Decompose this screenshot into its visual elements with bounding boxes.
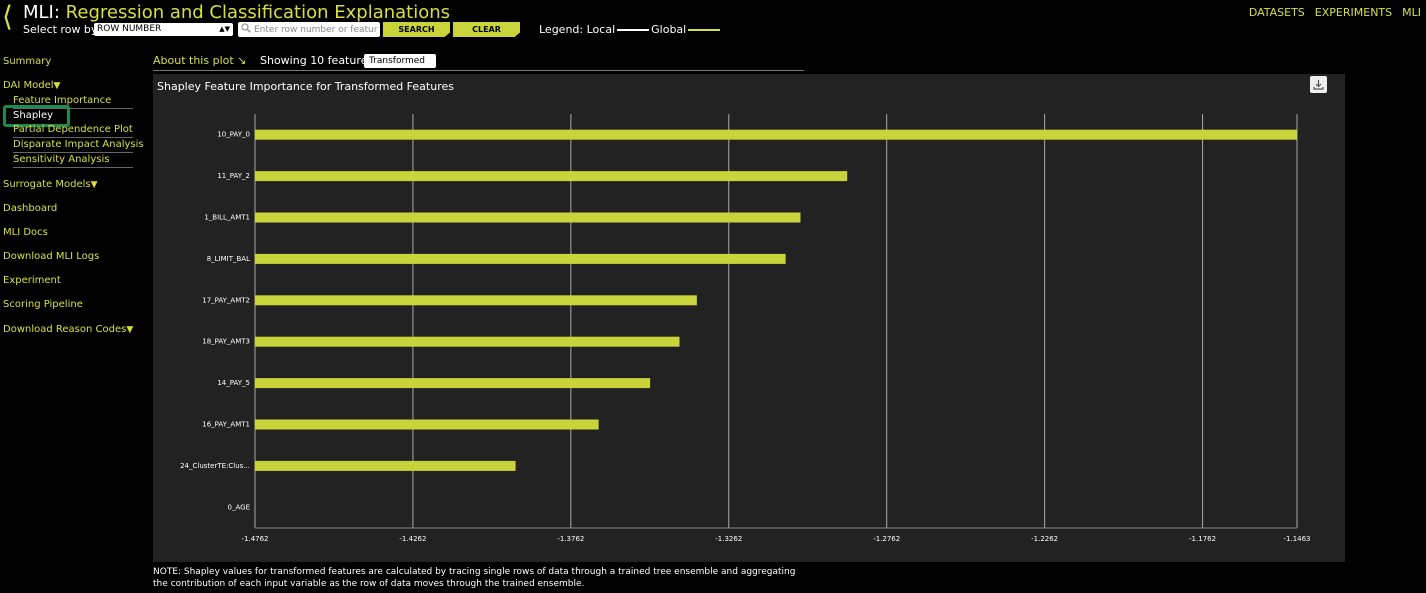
x-tick-label: -1.3262 (715, 535, 742, 543)
x-tick-label: -1.4762 (241, 535, 268, 543)
bar (255, 419, 599, 430)
updown-caret-icon: ▲▼ (219, 25, 230, 33)
bar (255, 336, 680, 347)
divider (153, 70, 804, 71)
triangle-down-icon: ▼ (90, 180, 98, 190)
triangle-down-icon: ▼ (126, 325, 134, 335)
bar (255, 460, 516, 471)
divider (13, 108, 133, 109)
x-tick-label: -1.4262 (399, 535, 426, 543)
feature-type-value: Transformed (369, 56, 426, 66)
divider (13, 152, 133, 153)
showing-features-label: Showing 10 features: (260, 54, 377, 67)
legend-local-label: Local (586, 23, 616, 36)
sidebar-item-dashboard[interactable]: Dashboard (3, 203, 58, 214)
sidebar-item-mli-docs[interactable]: MLI Docs (3, 227, 48, 238)
sidebar-item-dai-model[interactable]: DAI Model▼ (3, 80, 60, 91)
legend-label: Legend: (539, 23, 584, 36)
legend: Legend: Local Global (539, 23, 722, 37)
y-tick-label: 18_PAY_AMT3 (202, 338, 250, 346)
title-prefix: MLI: (23, 2, 60, 23)
note-text: NOTE: Shapley values for transformed fea… (153, 567, 796, 589)
y-tick-label: 10_PAY_0 (217, 131, 250, 139)
sidebar-item-scoring-pipeline[interactable]: Scoring Pipeline (3, 299, 83, 310)
arrow-down-right-icon: ↘ (237, 54, 247, 67)
sidebar-sub-sensitivity[interactable]: Sensitivity Analysis (13, 154, 110, 165)
search-field[interactable] (238, 22, 380, 37)
nav-datasets[interactable]: DATASETS (1248, 6, 1305, 19)
search-button[interactable]: SEARCH (383, 22, 450, 37)
download-button[interactable] (1310, 76, 1327, 93)
sidebar-sub-shapley[interactable]: Shapley (13, 110, 54, 121)
shapley-chart: -1.4762 -1.4262 -1.3762 -1.3262 -1.2762 -1.22… (180, 114, 1311, 543)
sidebar-sub-disparate-impact[interactable]: Disparate Impact Analysis (13, 139, 144, 150)
row-select-dropdown[interactable]: ROW NUMBER ▲▼ (94, 23, 233, 36)
nav-mli[interactable]: MLI (1402, 6, 1421, 19)
y-tick-label: 11_PAY_2 (217, 172, 250, 180)
x-tick-label: -1.2262 (1031, 535, 1058, 543)
chart-title: Shapley Feature Importance for Transform… (157, 80, 454, 93)
y-tick-label: 8_LIMIT_BAL (207, 255, 250, 263)
row-select-value: ROW NUMBER (97, 24, 162, 34)
sidebar-item-summary[interactable]: Summary (3, 56, 52, 67)
x-tick-label: -1.2762 (873, 535, 900, 543)
page-title: MLI: Regression and Classification Expla… (23, 2, 450, 24)
sidebar-item-dai-model-label: DAI Model (3, 80, 54, 91)
search-icon (241, 23, 251, 36)
about-plot-link[interactable]: About this plot ↘ (153, 54, 246, 68)
bar (255, 212, 801, 223)
y-tick-label: 1_BILL_AMT1 (204, 214, 250, 222)
bar (255, 171, 848, 182)
sidebar-item-surrogate-label: Surrogate Models (3, 179, 91, 190)
x-tick-label: -1.1762 (1189, 535, 1216, 543)
y-tick-label: 16_PAY_AMT1 (202, 421, 250, 429)
top-nav: DATASETS EXPERIMENTS MLI (1249, 6, 1421, 19)
bar (255, 295, 697, 306)
search-input[interactable] (254, 23, 378, 36)
sidebar-item-download-reason-codes[interactable]: Download Reason Codes▼ (3, 324, 133, 335)
back-chevron-icon[interactable]: ⟨ (2, 0, 13, 33)
title-main: Regression and Classification Explanatio… (65, 2, 451, 23)
feature-type-select[interactable]: Transformed ▲▼ (364, 54, 436, 79)
x-tick-label: -1.1463 (1283, 535, 1310, 543)
legend-global-label: Global (651, 23, 687, 36)
y-tick-label: 17_PAY_AMT2 (202, 296, 250, 304)
bar (255, 129, 1297, 140)
nav-experiments[interactable]: EXPERIMENTS (1314, 6, 1393, 19)
select-row-label: Select row by: (23, 23, 101, 36)
bar (255, 253, 786, 264)
legend-global-line (688, 29, 721, 31)
sidebar-item-download-logs[interactable]: Download MLI Logs (3, 251, 100, 262)
legend-local-line (617, 29, 650, 31)
y-tick-label: 14_PAY_5 (217, 379, 250, 387)
download-icon (1313, 80, 1324, 90)
divider (13, 167, 133, 168)
sidebar-sub-partial-dependence[interactable]: Partial Dependence Plot (13, 124, 133, 135)
shapley-highlight (3, 105, 70, 127)
sidebar-item-surrogate-models[interactable]: Surrogate Models▼ (3, 179, 98, 190)
sidebar-item-reason-codes-label: Download Reason Codes (3, 324, 127, 335)
chart-panel: -1.4762 -1.4262 -1.3762 -1.3262 -1.2762 -1.22… (153, 74, 1345, 562)
bar (255, 378, 651, 389)
about-plot-label: About this plot (153, 54, 234, 67)
x-tick-label: -1.3762 (557, 535, 584, 543)
y-tick-label: 24_ClusterTE:Clus... (180, 462, 250, 470)
triangle-down-icon: ▼ (53, 81, 61, 91)
sidebar-item-experiment[interactable]: Experiment (3, 275, 61, 286)
divider (13, 137, 133, 138)
y-tick-label: 0_AGE (228, 503, 250, 511)
sidebar-sub-feature-importance[interactable]: Feature Importance (13, 95, 112, 106)
clear-button[interactable]: CLEAR (453, 22, 520, 37)
